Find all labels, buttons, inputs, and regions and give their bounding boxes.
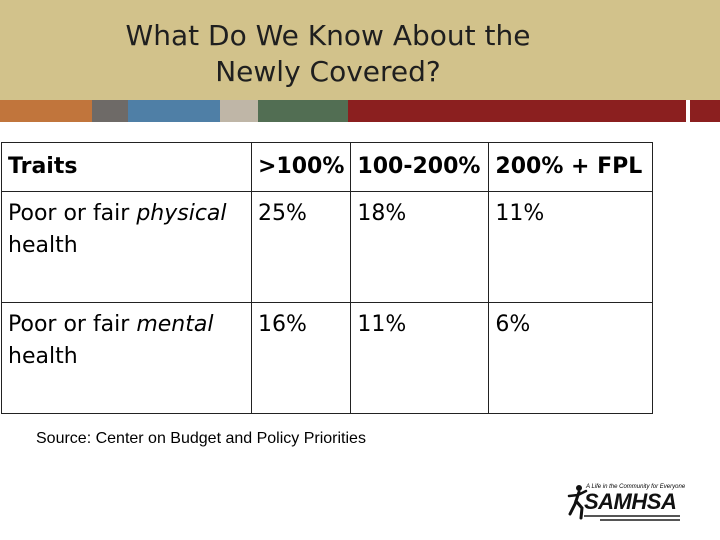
title-line-2: Newly Covered?: [215, 55, 441, 88]
title-line-1: What Do We Know About the: [125, 19, 531, 52]
value-cell: 16%: [250, 302, 352, 414]
trait-emphasis: mental: [136, 312, 214, 337]
table-header-row: Traits >100% 100-200% 200% + FPL: [1, 142, 654, 192]
logo-wordmark: SAMHSA: [584, 489, 677, 514]
table-row: Poor or fair physical health 25% 18% 11%: [1, 191, 654, 303]
stripe-gray: [92, 100, 128, 122]
stripe-red: [348, 100, 686, 122]
logo-subtext-lines: [584, 515, 684, 522]
source-note: Source: Center on Budget and Policy Prio…: [36, 430, 366, 447]
value-cell: 25%: [250, 191, 352, 303]
header-band: [0, 0, 720, 100]
slide-title: What Do We Know About the Newly Covered?: [0, 18, 656, 90]
samhsa-logo: A Life in the Community for Everyone SAM…: [566, 484, 686, 526]
trait-prefix: Poor or fair: [8, 312, 137, 337]
header-traits: Traits: [1, 142, 252, 192]
trait-cell: Poor or fair mental health: [1, 302, 252, 414]
traits-table: Traits >100% 100-200% 200% + FPL Poor or…: [1, 142, 654, 414]
trait-prefix: Poor or fair: [8, 201, 137, 226]
stripe-end-gap: [686, 100, 690, 122]
logo-tagline: A Life in the Community for Everyone: [586, 484, 686, 490]
stripe-green: [258, 100, 348, 122]
table-row: Poor or fair mental health 16% 11% 6%: [1, 302, 654, 414]
stripe-beige: [220, 100, 258, 122]
trait-cell: Poor or fair physical health: [1, 191, 252, 303]
trait-suffix: health: [8, 344, 78, 369]
value-cell: 11%: [350, 302, 490, 414]
running-figure-icon: [567, 485, 588, 520]
value-cell: 6%: [488, 302, 654, 414]
color-stripe: [0, 100, 720, 122]
value-cell: 18%: [350, 191, 490, 303]
value-cell: 11%: [488, 191, 654, 303]
header-100-200: 100-200%: [350, 142, 490, 192]
header-below-100: >100%: [250, 142, 352, 192]
trait-suffix: health: [8, 233, 78, 258]
stripe-blue: [128, 100, 220, 122]
stripe-end-red: [690, 100, 720, 122]
header-200-plus-fpl: 200% + FPL: [488, 142, 654, 192]
stripe-orange: [0, 100, 92, 122]
trait-emphasis: physical: [136, 201, 227, 226]
